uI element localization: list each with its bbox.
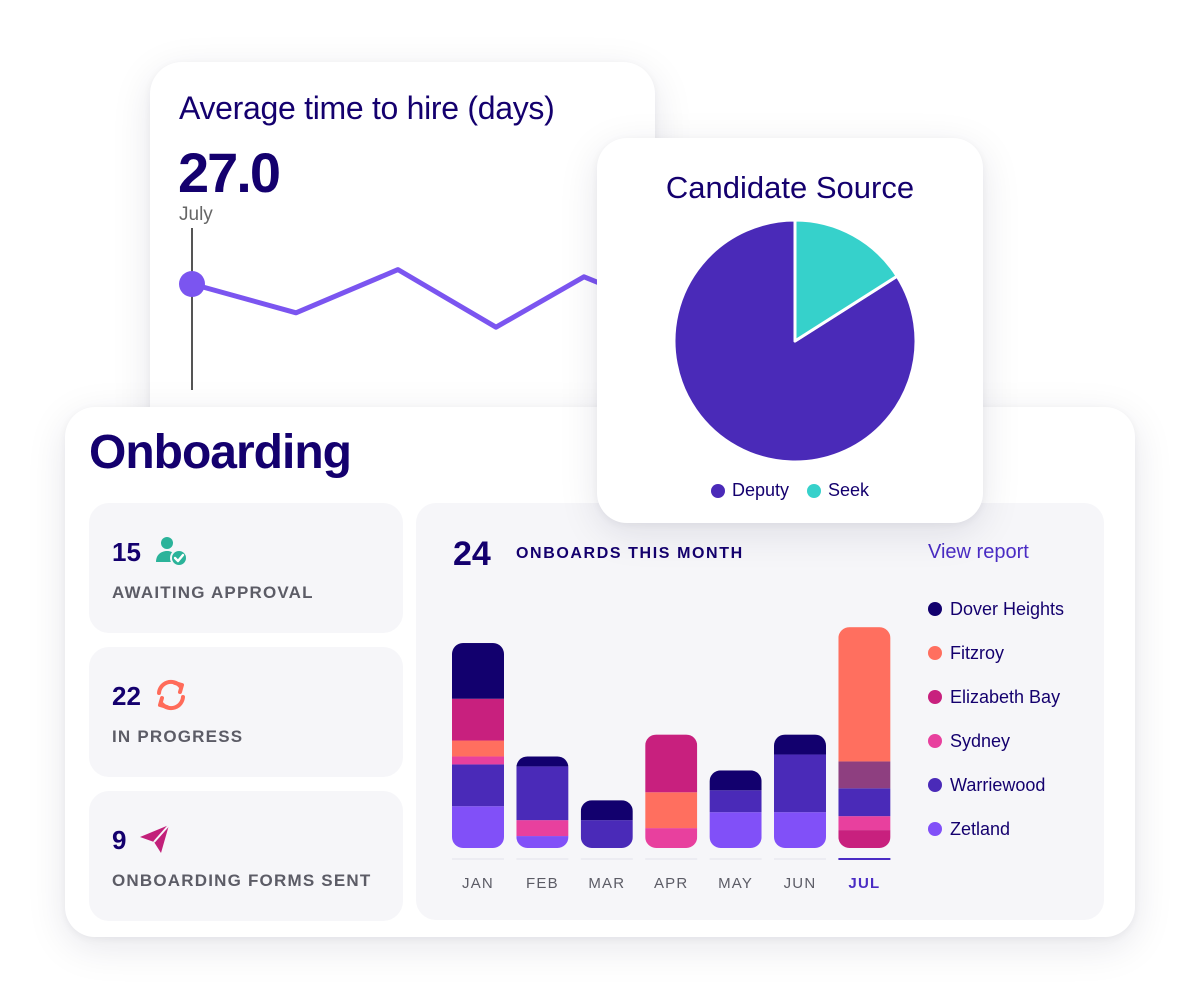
avg-time-series-line — [189, 267, 655, 330]
x-tick-label[interactable]: MAR — [588, 875, 625, 892]
avg-time-value: 27.0 — [178, 141, 281, 204]
legend-dot — [928, 778, 942, 792]
legend-item-warriewood[interactable]: Warriewood — [928, 773, 1045, 797]
bar-segment-sydney — [452, 756, 504, 765]
pie-chart-legend: Deputy Seek — [597, 480, 983, 501]
onboards-stacked-bar-chart: JAN FEB MAR APR MAY JUN JUL — [452, 627, 891, 892]
stat-in-progress[interactable]: 22 IN PROGRESS — [89, 647, 403, 777]
paper-plane-icon — [140, 824, 170, 853]
legend-label: Zetland — [950, 818, 1011, 839]
legend-label: Fitzroy — [950, 642, 1004, 663]
legend-item-zetland[interactable]: Zetland — [928, 817, 1010, 841]
stat-label: AWAITING APPROVAL — [112, 583, 314, 602]
x-tick-label[interactable]: MAY — [718, 875, 753, 892]
bar-segment-fitzroy — [452, 740, 504, 757]
bar-segment-sydney — [645, 828, 698, 848]
bar-segment-elizabeth-bay — [838, 830, 891, 848]
legend-item-fitzroy[interactable]: Fitzroy — [928, 641, 1004, 665]
legend-dot — [710, 483, 725, 498]
bar-segment-mixed — [838, 761, 891, 789]
legend-item-elizabeth-bay[interactable]: Elizabeth Bay — [928, 685, 1060, 709]
avg-time-to-hire-card: Average time to hire (days) 27.0 July — [150, 62, 655, 462]
bar-segment-elizabeth-bay — [452, 698, 504, 741]
legend-dot — [807, 483, 821, 498]
bar-may[interactable] — [709, 770, 762, 848]
bar-segment-dover-heights — [516, 756, 569, 767]
bar-feb[interactable] — [516, 756, 569, 848]
x-tick-label[interactable]: FEB — [526, 875, 559, 892]
refresh-icon — [157, 679, 185, 711]
bar-segment-sydney — [516, 820, 569, 837]
bar-segment-warriewood — [580, 820, 633, 848]
avg-time-title: Average time to hire (days) — [179, 90, 555, 126]
user-check-icon — [156, 537, 188, 567]
legend-label: Deputy — [731, 480, 789, 500]
avg-time-month: July — [179, 204, 213, 225]
legend-label: Warriewood — [950, 774, 1046, 795]
selected-point-marker[interactable] — [179, 271, 205, 297]
bar-segment-elizabeth-bay — [645, 734, 698, 793]
legend-dot — [928, 646, 942, 660]
bar-segment-warriewood — [452, 764, 504, 807]
bar-jul[interactable] — [838, 627, 891, 848]
candidate-source-card: Candidate Source Deputy Seek — [597, 138, 983, 523]
bar-segment-zetland — [709, 812, 762, 848]
bar-segment-dover-heights — [580, 800, 633, 821]
legend-item-dover-heights[interactable]: Dover Heights — [928, 597, 1064, 621]
bar-segment-dover-heights — [452, 643, 504, 699]
bar-jan[interactable] — [452, 643, 504, 848]
legend-dot — [928, 602, 942, 616]
bar-jun[interactable] — [774, 734, 826, 848]
legend-dot — [928, 690, 942, 704]
legend-label: Seek — [828, 480, 870, 500]
onboards-count: 24 — [453, 535, 491, 573]
legend-label: Dover Heights — [950, 598, 1065, 619]
avg-time-line-chart — [179, 228, 655, 390]
legend-item-sydney[interactable]: Sydney — [928, 729, 1010, 753]
bar-segment-zetland — [452, 806, 504, 848]
bar-segment-dover-heights — [709, 770, 762, 791]
candidate-source-pie-chart — [672, 218, 918, 464]
bar-segment-sydney — [838, 816, 891, 831]
legend-label: Sydney — [950, 730, 1011, 751]
stat-label: IN PROGRESS — [112, 727, 244, 746]
bar-segment-warriewood — [774, 754, 826, 813]
legend-dot — [928, 822, 942, 836]
x-tick-label[interactable]: JUL — [848, 875, 880, 892]
candidate-source-title: Candidate Source — [665, 170, 915, 205]
stat-forms-sent[interactable]: 9 ONBOARDING FORMS SENT — [89, 791, 403, 921]
onboards-count-label: ONBOARDS THIS MONTH — [516, 545, 744, 562]
pie-legend-item-deputy[interactable]: Deputy — [710, 480, 789, 501]
view-report-link[interactable]: View report — [928, 541, 1029, 563]
bar-segment-warriewood — [516, 766, 569, 821]
bar-mar[interactable] — [580, 800, 633, 848]
bar-segment-dover-heights — [774, 734, 826, 755]
onboarding-title: Onboarding — [89, 426, 352, 479]
bar-segment-zetland — [516, 836, 569, 848]
stat-value: 9 — [112, 825, 127, 855]
pie-slice-seek[interactable] — [793, 218, 899, 343]
stat-value: 22 — [112, 681, 141, 711]
x-tick-label[interactable]: JUN — [784, 875, 817, 892]
x-tick-label[interactable]: JAN — [462, 875, 494, 892]
stat-label: ONBOARDING FORMS SENT — [112, 871, 372, 890]
bar-segment-fitzroy — [645, 792, 698, 829]
legend-dot — [928, 734, 942, 748]
onboards-chart-panel: JAN FEB MAR APR MAY JUN JUL 24 ONBOARDS THIS M… — [416, 503, 1104, 920]
bar-segment-zetland — [774, 812, 826, 848]
bar-segment-warriewood — [838, 788, 891, 817]
stat-awaiting-approval[interactable]: 15 AWAITING APPROVAL — [89, 503, 403, 633]
bar-apr[interactable] — [645, 734, 698, 848]
bar-segment-fitzroy — [838, 627, 891, 762]
onboarding-card: Onboarding 15 AWAITING APPROVAL 22 IN PR… — [65, 407, 1135, 937]
pie-legend-item-seek[interactable]: Seek — [807, 480, 869, 501]
bar-segment-warriewood — [709, 790, 762, 813]
legend-label: Elizabeth Bay — [950, 686, 1061, 707]
x-tick-label[interactable]: APR — [654, 875, 688, 892]
stat-value: 15 — [112, 537, 141, 567]
